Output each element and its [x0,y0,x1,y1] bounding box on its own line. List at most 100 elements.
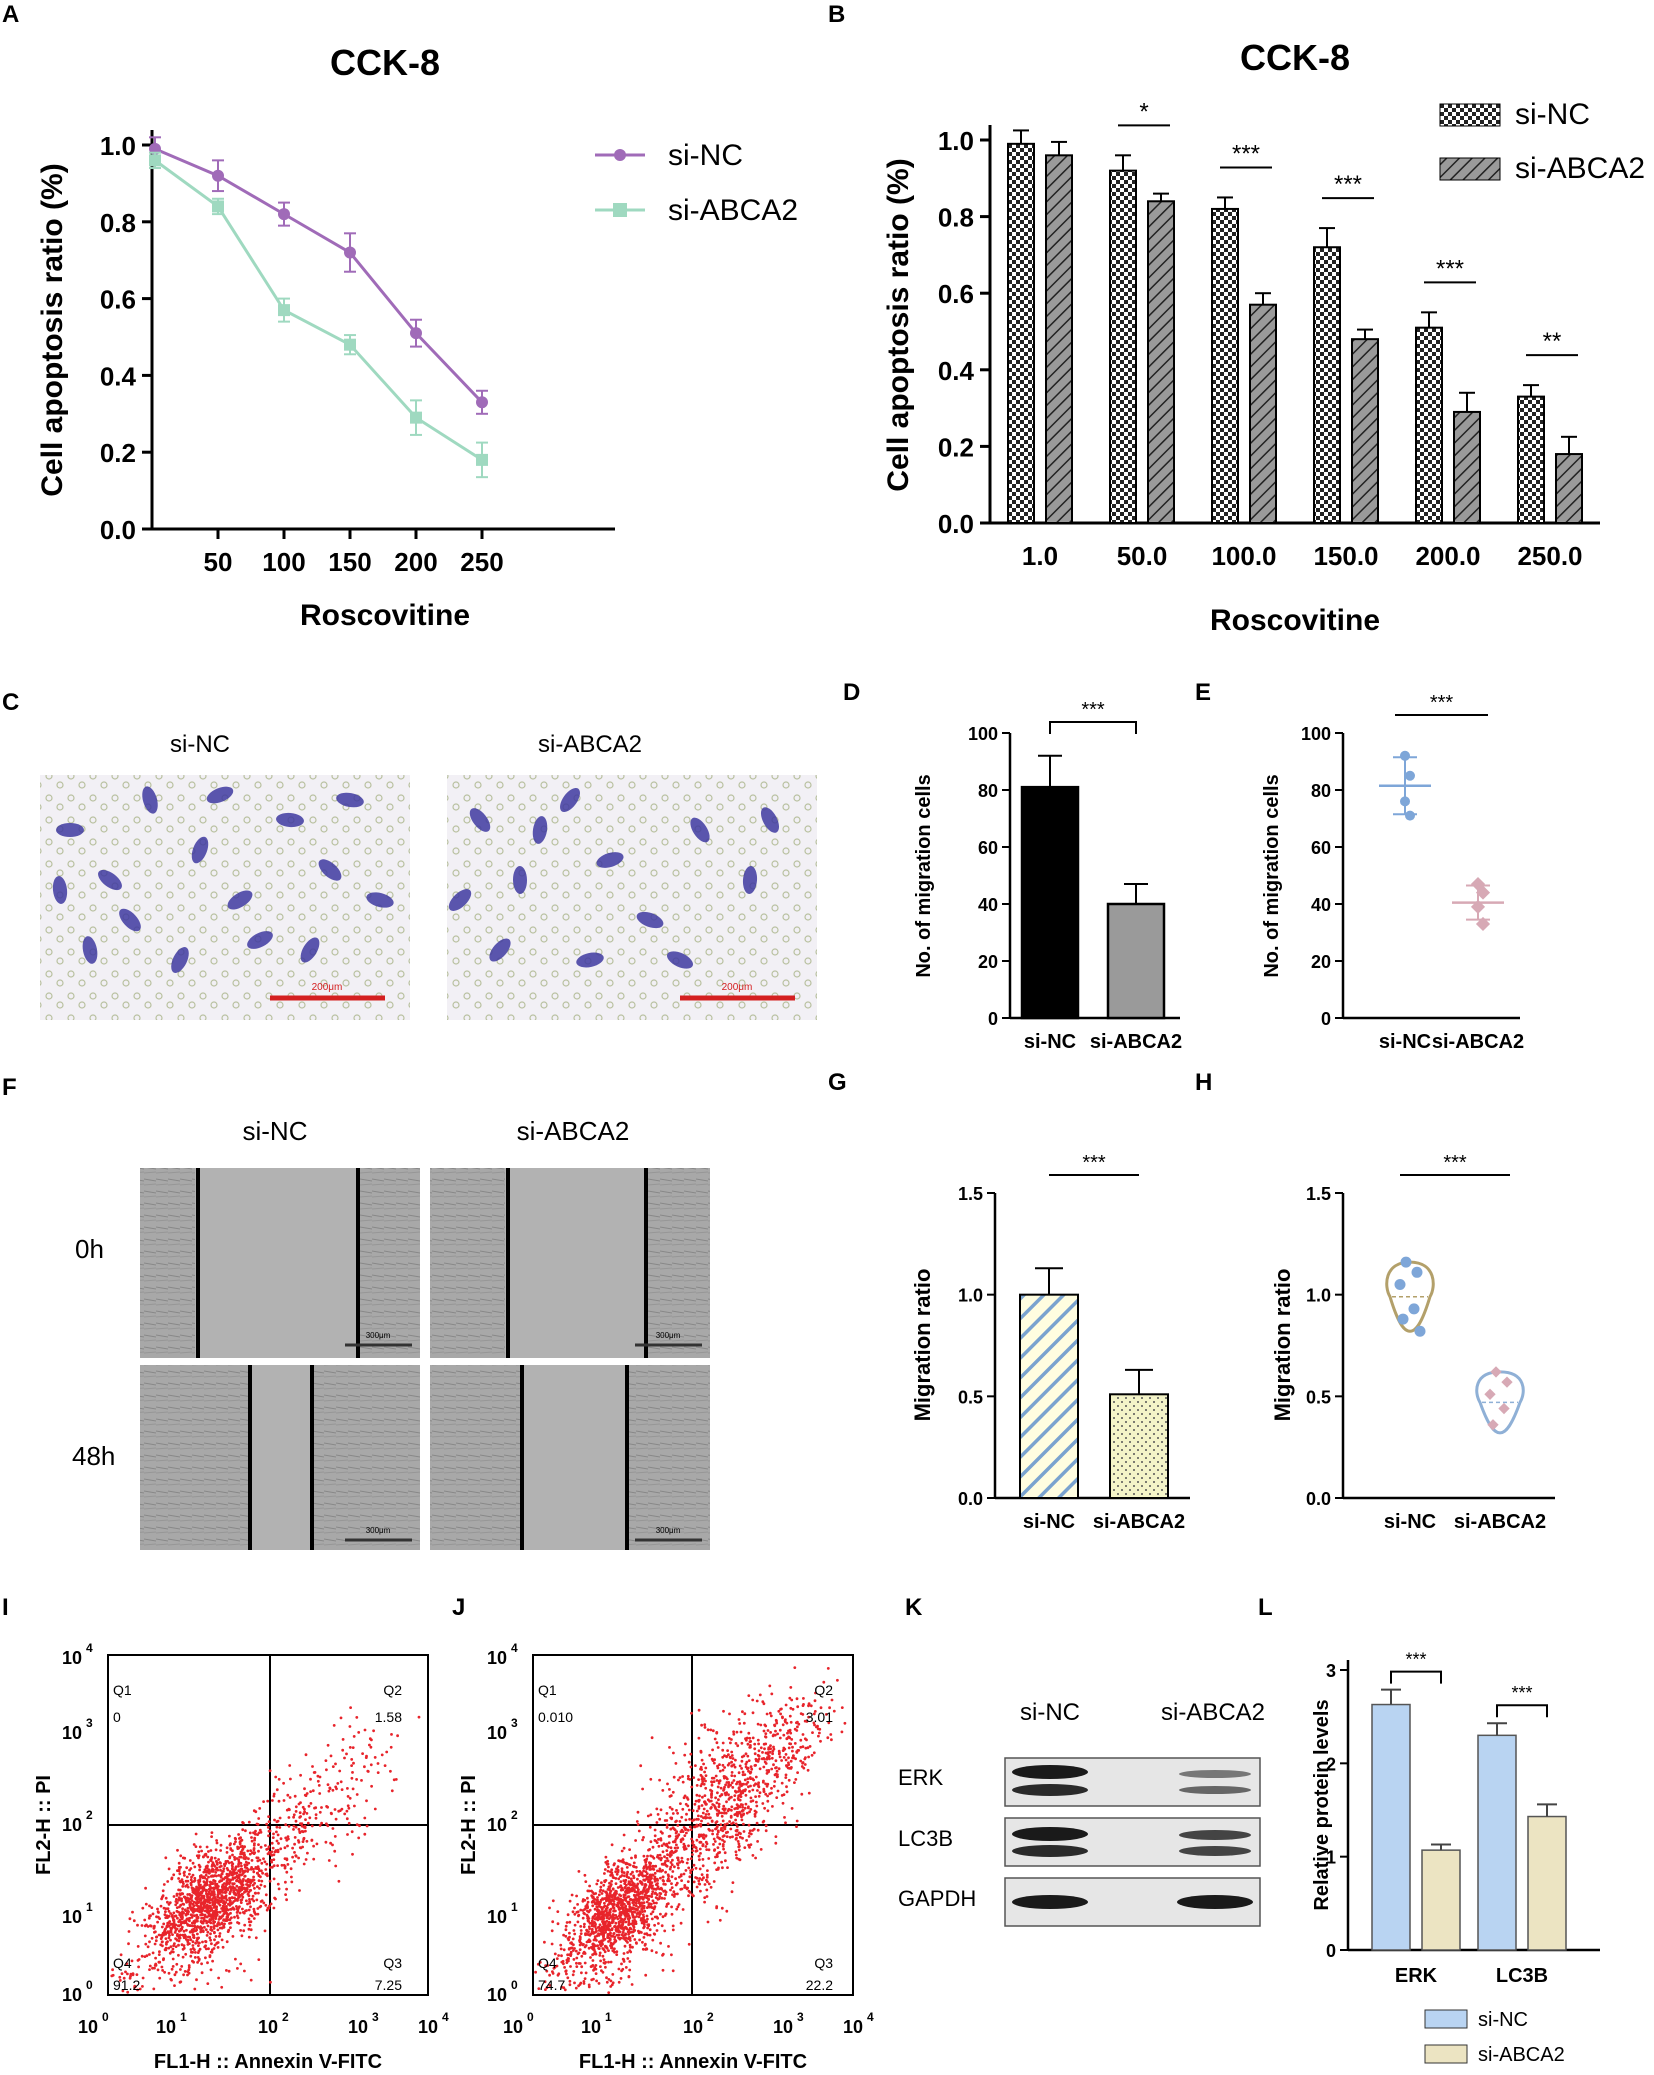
flow-event [173,1973,177,1977]
flow-event [216,1868,220,1872]
flow-event [198,1947,202,1951]
flow-event [222,1867,226,1871]
data-point [1484,1388,1496,1400]
flow-event [310,1824,314,1828]
flow-event [203,1925,206,1929]
flow-event [615,1933,619,1937]
flow-event [653,1923,656,1927]
flow-event [246,1870,250,1873]
legend-b-si-abca2-swatch [1439,157,1501,181]
flow-event [652,1856,656,1860]
flow-event [649,1777,653,1781]
flow-event [215,1839,219,1842]
flow-event [316,1774,320,1778]
flow-event [840,1706,844,1709]
flow-event [673,1846,677,1850]
flow-event [799,1738,803,1742]
flow-event [205,1888,209,1892]
flow-event [208,1912,211,1916]
flow-event [226,1868,230,1872]
flow-event [144,1942,148,1946]
flow-event [565,1961,569,1964]
flow-event [748,1829,752,1833]
flow-event [603,1901,606,1905]
flow-event [728,1712,731,1716]
flow-event [287,1816,291,1819]
significance-label: ** [1543,328,1562,355]
flow-event [808,1745,812,1748]
flow-event [685,1812,688,1816]
flow-event [599,1885,603,1889]
flow-event [618,1930,622,1934]
flow-event [605,1928,608,1932]
flow-event [670,1912,674,1916]
flow-event [338,1769,342,1773]
flow-event [799,1712,803,1715]
stained-cell [576,952,604,968]
flow-event [707,1827,711,1831]
flow-event [248,1878,252,1882]
flow-event [247,1927,251,1931]
flow-event [300,1824,304,1828]
flow-event [302,1837,306,1841]
flow-event [716,1814,719,1817]
flow-event [326,1824,330,1828]
flow-event [184,1952,188,1956]
flow-event [730,1771,734,1774]
flow-event [735,1730,739,1734]
flow-event [746,1806,750,1810]
flow-event [787,1756,790,1760]
flow-event [177,1861,181,1865]
significance-label: *** [1443,1152,1467,1174]
flow-event [718,1779,722,1783]
flow-event [390,1733,393,1736]
flow-event [186,1940,190,1943]
flow-event [622,1874,626,1878]
flow-event [195,1978,198,1982]
flow-event [621,1957,625,1961]
flow-event [770,1756,774,1760]
flow-event [236,1916,240,1920]
flow-event [548,1906,551,1910]
flow-event [272,1906,276,1910]
flow-event [706,1920,710,1924]
flow-event [214,1912,218,1915]
flow-event [651,1884,654,1888]
stained-cell [227,890,253,910]
flow-event [275,1830,278,1834]
flow-event [579,1925,583,1928]
flow-event [223,1909,227,1913]
flow-event [244,1829,247,1833]
flow-event [172,1920,176,1924]
flow-event [320,1821,323,1825]
flow-event [723,1809,726,1812]
flow-event [591,1930,594,1934]
flow-event [234,1899,237,1902]
flow-event [748,1736,752,1740]
flow-event [615,1929,619,1933]
flow-event [332,1724,336,1727]
flow-event [285,1887,288,1891]
flow-event [619,1906,623,1910]
data-point [410,327,422,340]
panel-b-bar-chart: CCK-8 0.00.20.40.60.81.0 1.0 50.0*100.0**… [882,37,1645,637]
flow-event [802,1697,805,1700]
flow-event [645,1867,649,1871]
flow-event [121,1989,125,1993]
flow-event [583,1951,587,1955]
flow-event [200,1896,204,1900]
flow-event [207,1860,210,1864]
flow-event [188,1872,191,1876]
x-tick-label: 100.0 [1211,541,1276,571]
flow-event [329,1811,333,1815]
stained-cell [469,808,491,832]
flow-event [243,1887,247,1891]
flow-event [766,1794,769,1798]
flow-event [198,1885,202,1889]
flow-event [726,1749,729,1752]
flow-event [644,1973,648,1977]
flow-event [286,1835,290,1838]
flow-event [789,1720,793,1724]
flow-event [350,1776,354,1780]
flow-event [673,1865,676,1869]
